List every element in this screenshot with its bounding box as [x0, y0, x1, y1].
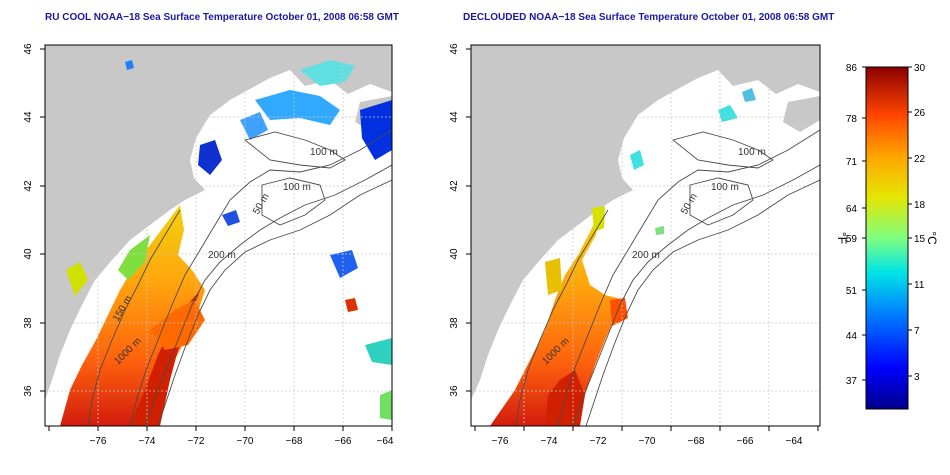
- contour-label: 100 m: [711, 182, 739, 193]
- contour-label: 200 m: [632, 250, 660, 261]
- x-tick-label: −76: [492, 436, 509, 447]
- y-tick-label: 46: [23, 43, 34, 55]
- f-tick: 78: [846, 114, 858, 125]
- x-tick-label: −70: [639, 436, 656, 447]
- f-tick: 51: [846, 286, 858, 297]
- x-tick-label: −66: [737, 436, 754, 447]
- x-tick-label: −64: [786, 436, 803, 447]
- f-tick: 64: [846, 204, 858, 215]
- c-tick: 15: [914, 234, 926, 245]
- c-tick: 26: [914, 108, 926, 119]
- x-tick-label: −74: [541, 436, 558, 447]
- fahrenheit-ticks: 86 78 71 64 59 51 44 37: [846, 63, 858, 387]
- x-tick-label: −68: [688, 436, 705, 447]
- f-tick: 44: [846, 331, 858, 342]
- x-tick-label: −64: [377, 436, 394, 447]
- grid-left: [45, 45, 392, 426]
- temperature-colorbar: 86 78 71 64 59 51 44 37 30 26 22 18 15 1…: [835, 63, 939, 410]
- y-tick-label: 44: [23, 111, 34, 123]
- y-axis-left: 36 38 40 42 44 46: [23, 43, 34, 397]
- right-map-frame: [470, 44, 821, 427]
- contour-label: 200 m: [208, 250, 236, 261]
- f-tick: 86: [846, 63, 858, 74]
- x-axis-right: −76 −74 −72 −70 −68 −66 −64: [492, 436, 803, 447]
- x-tick-label: −66: [335, 436, 352, 447]
- x-tick-label: −76: [90, 436, 107, 447]
- f-tick: 59: [846, 234, 858, 245]
- c-tick: 30: [914, 63, 926, 74]
- y-tick-label: 36: [23, 385, 34, 397]
- c-tick: 7: [914, 326, 920, 337]
- left-panel-title: RU COOL NOAA−18 Sea Surface Temperature …: [45, 12, 399, 23]
- celsius-unit-label: °C: [925, 231, 939, 245]
- y-axis-right: 36 38 40 42 44 46: [449, 43, 460, 397]
- y-tick-label: 44: [449, 111, 460, 123]
- c-tick: 22: [914, 154, 926, 165]
- fahrenheit-unit-label: °F: [835, 232, 849, 244]
- x-tick-label: −72: [188, 436, 205, 447]
- right-panel-title: DECLOUDED NOAA−18 Sea Surface Temperatur…: [463, 12, 835, 23]
- contour-label: 100 m: [310, 147, 338, 158]
- grid-right: [471, 45, 820, 426]
- f-tick: 71: [846, 157, 858, 168]
- y-tick-label: 36: [449, 385, 460, 397]
- right-map: 100 m 100 m 50 m 200 m 1000 m −76 −74 −7…: [449, 43, 821, 447]
- y-tick-label: 38: [23, 317, 34, 329]
- x-axis-left: −76 −74 −72 −70 −68 −66 −64: [90, 436, 394, 447]
- x-tick-label: −72: [590, 436, 607, 447]
- c-tick: 3: [914, 372, 920, 383]
- y-tick-label: 46: [449, 43, 460, 55]
- left-map: 100 m 100 m 50 m 200 m 150 m 1000 m −76 …: [23, 43, 394, 447]
- c-tick: 11: [914, 280, 925, 291]
- bathymetry-contours-right: [515, 129, 820, 426]
- c-tick: 18: [914, 200, 926, 211]
- contour-label: 100 m: [738, 147, 766, 158]
- sst-cold-left: [255, 90, 340, 125]
- left-map-frame: [44, 44, 393, 427]
- x-tick-label: −70: [237, 436, 254, 447]
- contour-label: 100 m: [283, 182, 311, 193]
- celsius-ticks: 30 26 22 18 15 11 7 3: [914, 63, 926, 383]
- bathymetry-contours-left: [87, 129, 392, 426]
- x-tick-label: −68: [286, 436, 303, 447]
- f-tick: 37: [846, 376, 858, 387]
- y-tick-label: 40: [449, 248, 460, 260]
- land-left: [45, 45, 392, 400]
- sst-warm-right: [490, 210, 625, 426]
- y-tick-label: 38: [449, 317, 460, 329]
- y-tick-label: 42: [449, 180, 460, 192]
- x-tick-label: −74: [139, 436, 156, 447]
- colorbar-gradient: [865, 66, 909, 410]
- y-tick-label: 40: [23, 248, 34, 260]
- y-tick-label: 42: [23, 180, 34, 192]
- land-right: [471, 45, 820, 400]
